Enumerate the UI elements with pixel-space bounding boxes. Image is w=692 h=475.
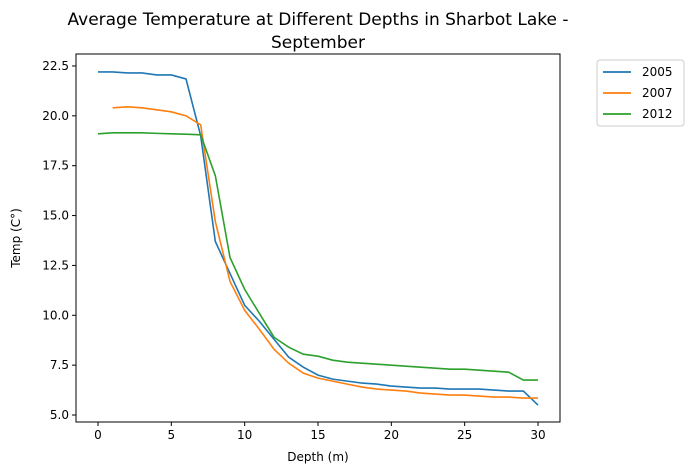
- x-tick-label: 15: [310, 428, 325, 442]
- legend-label-2005: 2005: [642, 65, 673, 79]
- y-tick-label: 5.0: [50, 408, 69, 422]
- y-tick-label: 12.5: [42, 258, 69, 272]
- y-tick-label: 10.0: [42, 308, 69, 322]
- y-tick-label: 20.0: [42, 109, 69, 123]
- y-axis-label: Temp (C°): [9, 208, 23, 269]
- legend: 2005 2007 2012: [596, 59, 685, 127]
- series-lines: [97, 71, 539, 406]
- y-tick-label: 22.5: [42, 59, 69, 73]
- y-axis-ticks: 5.0 7.5 10.0 12.5 15.0 17.5 20.0 22.5: [42, 59, 76, 422]
- x-tick-label: 10: [237, 428, 252, 442]
- series-line-2012: [97, 131, 538, 381]
- legend-label-2012: 2012: [642, 107, 673, 121]
- x-tick-label: 20: [384, 428, 399, 442]
- y-tick-label: 7.5: [50, 358, 69, 372]
- x-tick-label: 5: [168, 428, 176, 442]
- chart-title-line2: September: [271, 33, 365, 53]
- y-tick-label: 17.5: [42, 159, 69, 173]
- legend-frame: [596, 59, 685, 127]
- x-tick-label: 25: [457, 428, 472, 442]
- y-tick-label: 15.0: [42, 209, 69, 223]
- series-line-2005: [98, 71, 539, 406]
- x-tick-label: 0: [94, 428, 102, 442]
- plot-area: [76, 54, 560, 422]
- x-tick-label: 30: [530, 428, 545, 442]
- x-axis-label: Depth (m): [287, 450, 348, 464]
- chart-title-line1: Average Temperature at Different Depths …: [68, 10, 569, 30]
- legend-label-2007: 2007: [642, 86, 673, 100]
- legend-items: 2005 2007 2012: [603, 65, 673, 121]
- series-line-2007: [112, 106, 538, 399]
- x-axis-ticks: 0 5 10 15 20 25 30: [94, 422, 546, 442]
